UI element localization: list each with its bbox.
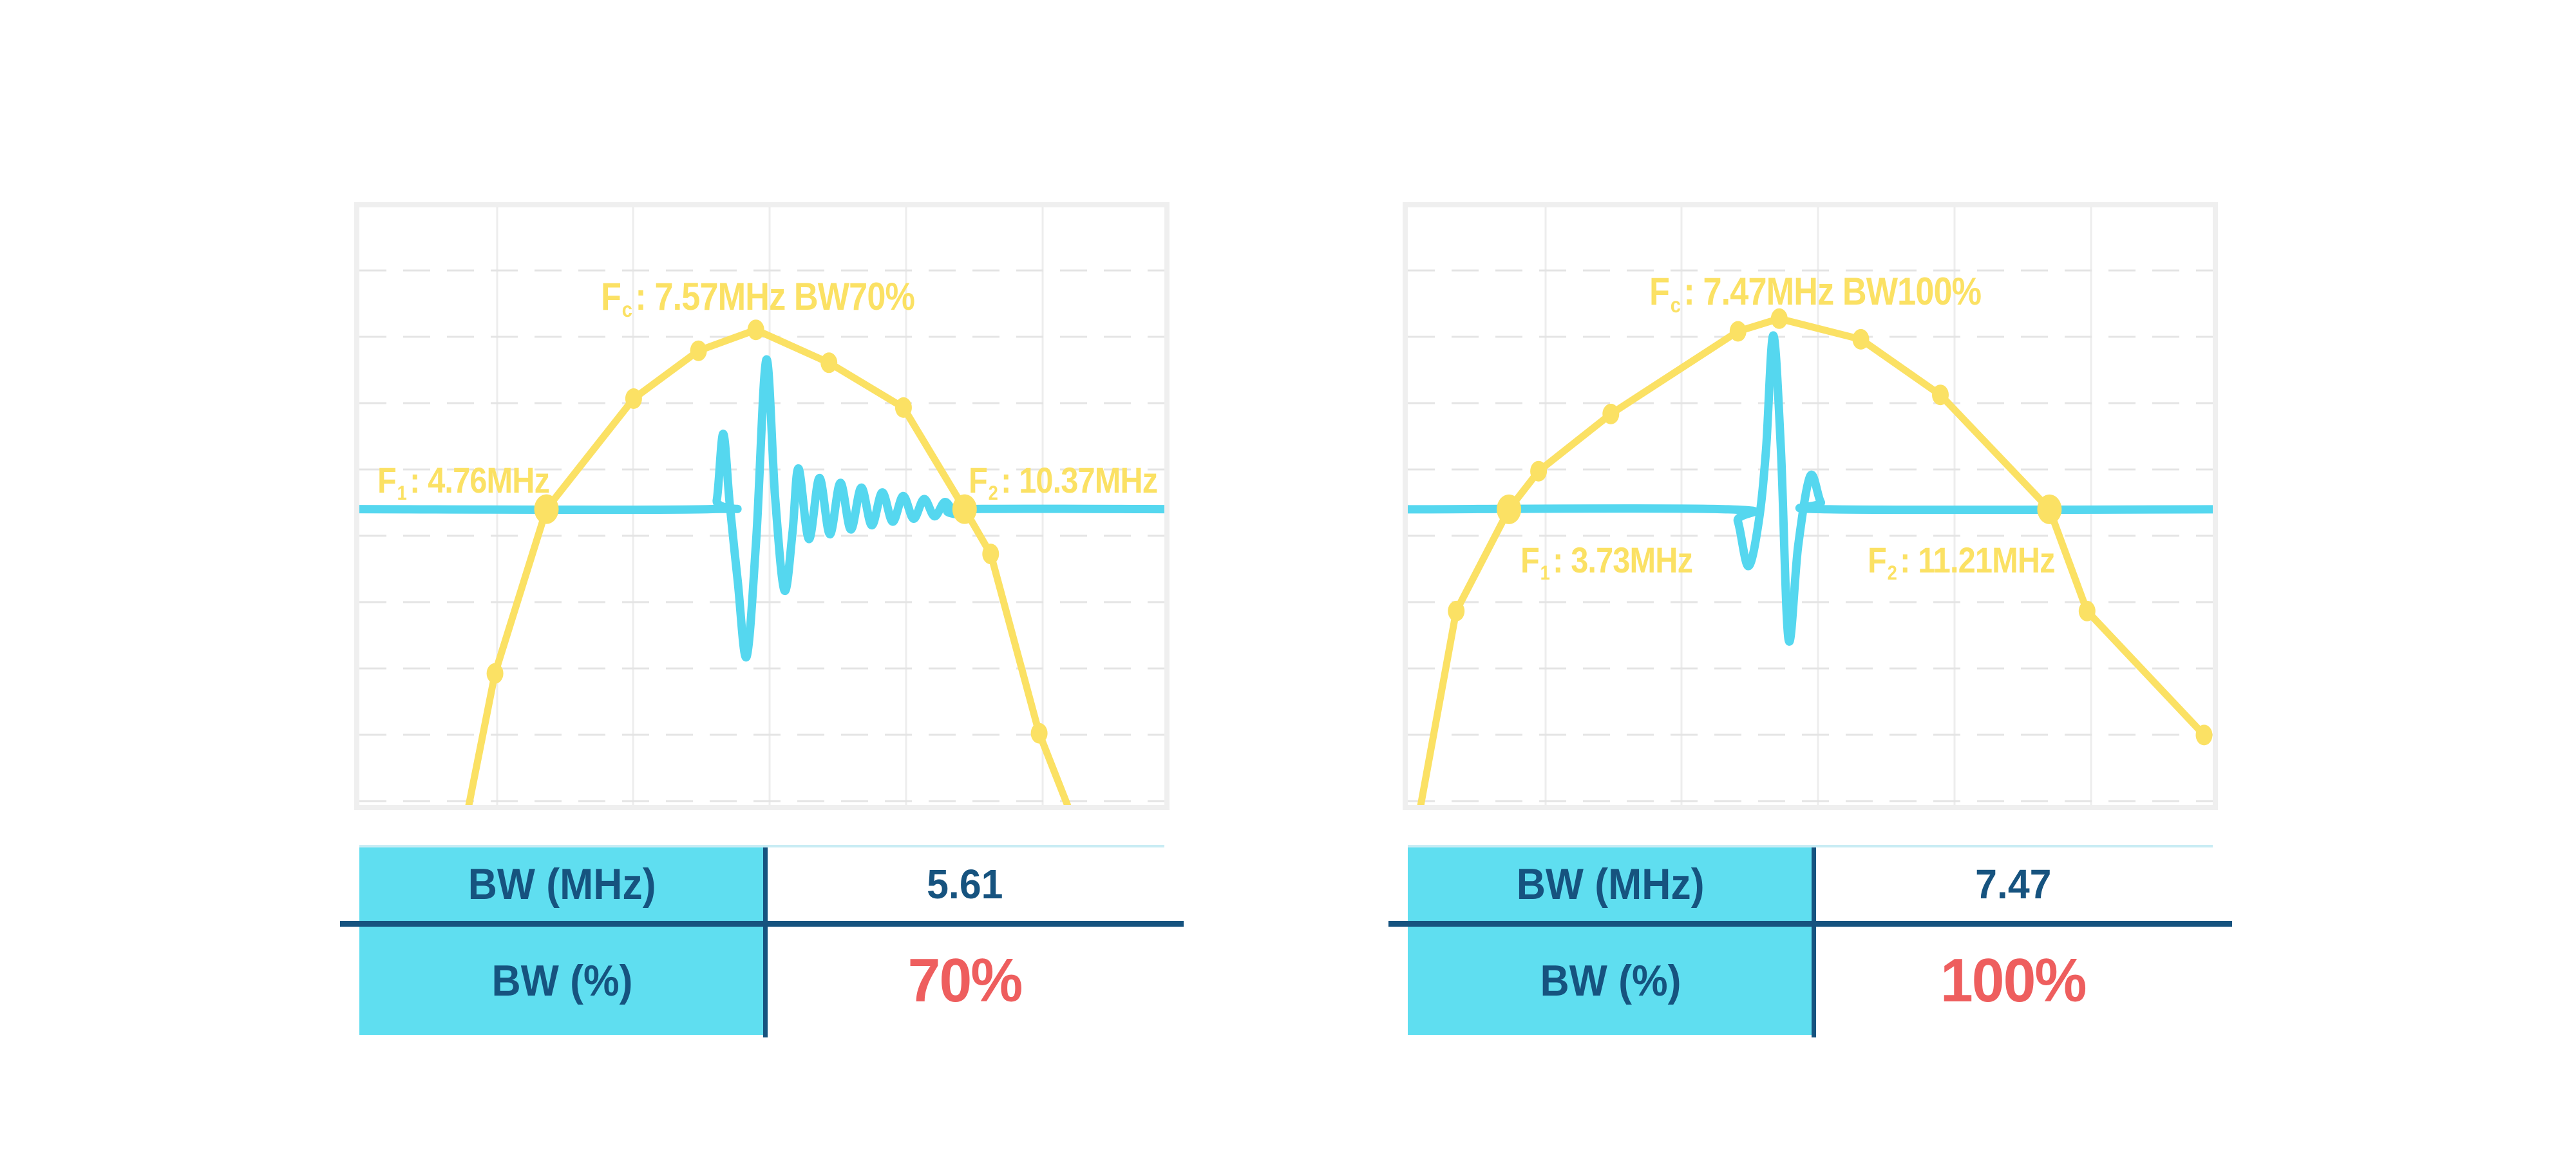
f1-symbol: F — [377, 460, 397, 501]
f2-subscript: 2 — [1887, 561, 1897, 584]
bw-mhz-value: 7.47 — [1975, 861, 2052, 907]
bw-percent-label-cell: BW (%) — [1408, 927, 1814, 1035]
f1-value: : 3.73MHz — [1553, 539, 1693, 580]
bw-percent-value: 100% — [1940, 946, 2087, 1015]
f1-symbol: F — [1520, 539, 1540, 580]
left-bw-table: BW (MHz) 5.61 BW (%) 70% — [340, 845, 1184, 1037]
table-row: BW (MHz) 7.47 — [1408, 847, 2213, 921]
left-f2-annotation: F2: 10.37MHz — [969, 460, 1158, 504]
fc-subscript: c — [621, 298, 632, 323]
right-f2-annotation: F2: 11.21MHz — [1867, 539, 2055, 584]
right-fc-annotation: Fc: 7.47MHz BW100% — [1649, 270, 1982, 317]
left-fc-annotation: Fc: 7.57MHz BW70% — [601, 274, 915, 322]
f1-subscript: 1 — [397, 482, 406, 505]
bw-percent-value-cell: 70% — [765, 927, 1164, 1035]
table-row: BW (%) 70% — [359, 927, 1164, 1035]
bw-percent-label: BW (%) — [491, 956, 633, 1005]
right-f1-annotation: F1: 3.73MHz — [1520, 539, 1693, 584]
table-column-divider — [763, 847, 768, 1037]
right-spectrum-pulse-plot — [1408, 207, 2213, 805]
bw-percent-label: BW (%) — [1540, 956, 1681, 1005]
bw-mhz-value-cell: 5.61 — [765, 847, 1164, 921]
table-row: BW (MHz) 5.61 — [359, 847, 1164, 921]
table-column-divider — [1812, 847, 1816, 1037]
bw-percent-value: 70% — [907, 946, 1023, 1015]
fc-symbol: F — [1649, 270, 1670, 314]
bw-mhz-label-cell: BW (MHz) — [359, 847, 765, 921]
bw-percent-label-cell: BW (%) — [359, 927, 765, 1035]
fc-value: : 7.57MHz BW70% — [635, 274, 915, 318]
left-spectrum-pulse-plot — [359, 207, 1164, 805]
fc-subscript: c — [1670, 293, 1681, 317]
f2-symbol: F — [969, 460, 988, 501]
table-top-line — [359, 845, 1164, 847]
table-row-divider — [1388, 921, 2232, 927]
f1-value: : 4.76MHz — [409, 460, 550, 501]
fc-value: : 7.47MHz BW100% — [1683, 270, 1982, 314]
f2-value: : 10.37MHz — [1001, 460, 1158, 501]
table-row: BW (%) 100% — [1408, 927, 2213, 1035]
f2-symbol: F — [1867, 539, 1887, 580]
left-chart: Fc: 7.57MHz BW70% F1: 4.76MHz F2: 10.37M… — [354, 202, 1170, 810]
bw-mhz-label: BW (MHz) — [468, 860, 656, 909]
left-f1-annotation: F1: 4.76MHz — [377, 460, 550, 504]
fc-symbol: F — [601, 274, 621, 318]
bw-percent-value-cell: 100% — [1814, 927, 2213, 1035]
right-bw-table: BW (MHz) 7.47 BW (%) 100% — [1388, 845, 2232, 1037]
table-top-line — [1408, 845, 2213, 847]
right-chart: Fc: 7.47MHz BW100% F1: 3.73MHz F2: 11.21… — [1403, 202, 2218, 810]
f2-value: : 11.21MHz — [1899, 539, 2055, 580]
f2-subscript: 2 — [988, 482, 998, 505]
bw-mhz-value-cell: 7.47 — [1814, 847, 2213, 921]
bw-mhz-value: 5.61 — [926, 861, 1003, 907]
bw-mhz-label: BW (MHz) — [1517, 860, 1705, 909]
table-row-divider — [340, 921, 1184, 927]
f1-subscript: 1 — [1540, 561, 1550, 584]
bw-mhz-label-cell: BW (MHz) — [1408, 847, 1814, 921]
